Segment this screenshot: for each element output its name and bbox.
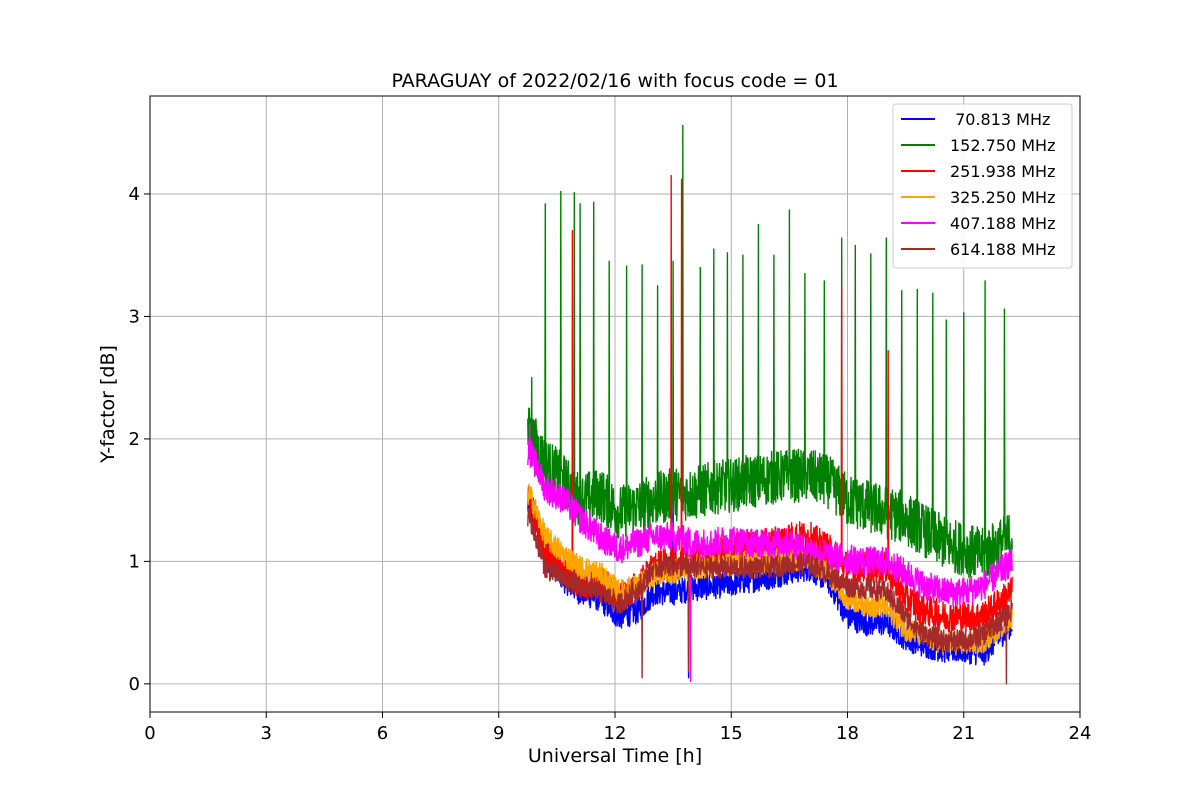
legend-label-0: 70.813 MHz <box>950 110 1050 129</box>
chart-title: PARAGUAY of 2022/02/16 with focus code =… <box>391 70 838 92</box>
legend: 70.813 MHz 152.750 MHz 251.938 MHz 325.250 … <box>892 103 1073 269</box>
x-axis-label: Universal Time [h] <box>528 745 702 767</box>
x-tick-label: 15 <box>720 723 743 744</box>
legend-label-1: 152.750 MHz <box>950 136 1055 155</box>
legend-label-5: 614.188 MHz <box>950 240 1055 259</box>
legend-label-2: 251.938 MHz <box>950 162 1055 181</box>
x-tick-label: 9 <box>493 723 504 744</box>
y-tick-label: 3 <box>129 306 140 327</box>
x-tick-label: 3 <box>261 723 272 744</box>
x-tick-label: 21 <box>952 723 975 744</box>
y-tick-label: 0 <box>129 674 140 695</box>
y-tick-label: 1 <box>129 551 140 572</box>
series-line-4 <box>527 423 1013 683</box>
x-tick-label: 12 <box>604 723 627 744</box>
legend-label-4: 407.188 MHz <box>950 214 1055 233</box>
series-line-5 <box>527 507 1013 685</box>
legend-box <box>892 103 1073 269</box>
legend-label-3: 325.250 MHz <box>950 188 1055 207</box>
series-line-1 <box>527 124 1013 579</box>
x-tick-label: 24 <box>1069 723 1092 744</box>
x-tick-label: 6 <box>377 723 388 744</box>
y-axis-label: Y-factor [dB] <box>97 345 119 464</box>
x-tick-label: 0 <box>144 723 155 744</box>
series-layer <box>527 124 1013 685</box>
x-tick-label: 18 <box>836 723 859 744</box>
y-tick-label: 4 <box>129 184 140 205</box>
y-tick-label: 2 <box>129 429 140 450</box>
